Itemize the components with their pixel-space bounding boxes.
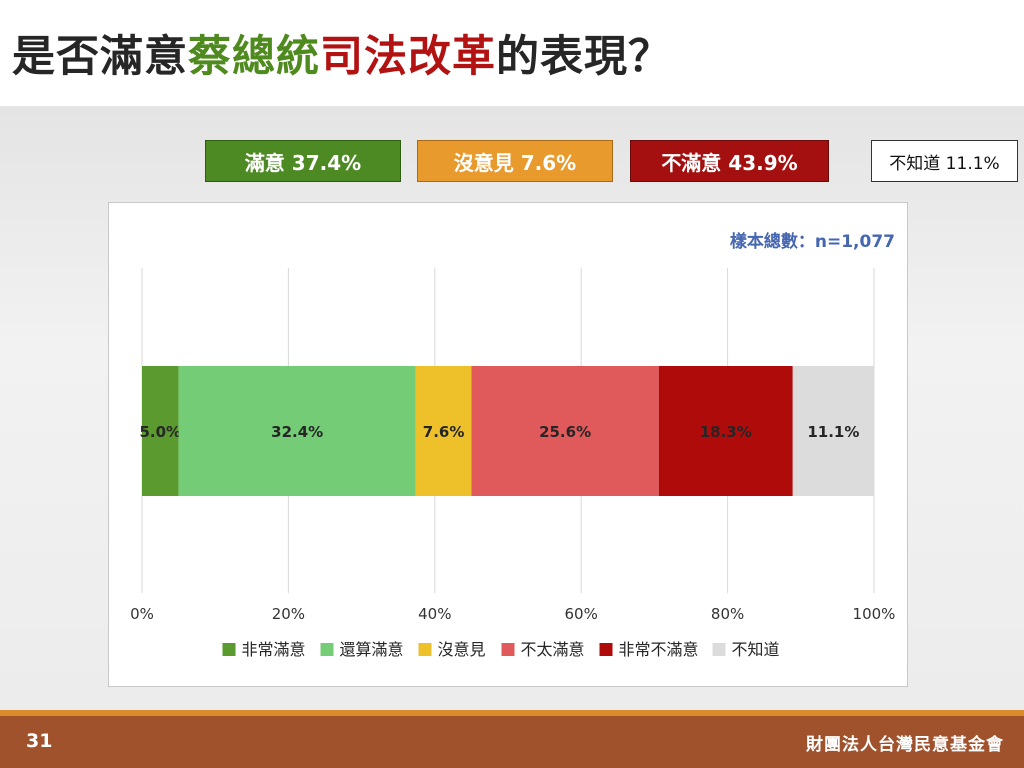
- page-title: 是否滿意蔡總統司法改革的表現？: [12, 22, 672, 82]
- x-tick-label: 60%: [565, 605, 598, 623]
- legend-swatch: [712, 643, 726, 656]
- x-tick-label: 40%: [418, 605, 451, 623]
- legend-swatch: [599, 643, 613, 656]
- title-part-1: 是否滿意: [12, 32, 188, 82]
- page-number: 31: [26, 730, 53, 752]
- chart-panel: 樣本總數：n=1,077 0% 20% 40% 60% 80% 100% 5.0% 32.4%…: [108, 202, 908, 687]
- legend-label: 還算滿意: [340, 640, 404, 659]
- legend-label: 沒意見: [438, 640, 486, 659]
- legend-label: 非常滿意: [242, 640, 306, 659]
- legend-swatch: [222, 643, 236, 656]
- summary-unknown-box: 不知道 11.1%: [871, 140, 1018, 182]
- legend-swatch: [320, 643, 334, 656]
- x-tick-label: 80%: [711, 605, 744, 623]
- title-part-2: 蔡總統: [188, 32, 320, 82]
- stacked-bar-chart: 0% 20% 40% 60% 80% 100% 5.0% 32.4% 7.6% 25.6% 18.3…: [130, 268, 896, 659]
- bar-segment: [792, 366, 874, 496]
- data-label: 32.4%: [271, 423, 323, 441]
- title-part-4: 的表現？: [496, 32, 672, 82]
- slide-content: 滿意 37.4% 沒意見 7.6% 不滿意 43.9% 不知道 11.1% 樣本…: [0, 106, 1024, 710]
- data-label: 11.1%: [807, 423, 859, 441]
- footer: 31 財團法人台灣民意基金會: [0, 716, 1024, 768]
- legend-label: 非常不滿意: [619, 640, 699, 659]
- legend-label: 不太滿意: [521, 640, 585, 659]
- summary-satisfied-box: 滿意 37.4%: [205, 140, 401, 182]
- data-label: 25.6%: [539, 423, 591, 441]
- sample-size-label: 樣本總數：n=1,077: [729, 232, 895, 252]
- data-label: 7.6%: [423, 423, 465, 441]
- data-label: 5.0%: [139, 423, 181, 441]
- footer-accent-line: [0, 710, 1024, 716]
- bar-segment: [178, 366, 416, 496]
- x-tick-label: 100%: [853, 605, 896, 623]
- legend-label: 不知道: [732, 640, 780, 659]
- bar-segment: [658, 366, 793, 496]
- bar-segment: [471, 366, 659, 496]
- bar-segment: [142, 366, 179, 496]
- legend-swatch: [418, 643, 432, 656]
- x-tick-label: 0%: [130, 605, 154, 623]
- summary-no-opinion-box: 沒意見 7.6%: [417, 140, 613, 182]
- organization-name: 財團法人台灣民意基金會: [806, 735, 1004, 755]
- legend-swatch: [501, 643, 515, 656]
- title-part-3: 司法改革: [320, 32, 496, 82]
- summary-dissatisfied-box: 不滿意 43.9%: [630, 140, 829, 182]
- bar-segment: [415, 366, 472, 496]
- data-label: 18.3%: [700, 423, 752, 441]
- x-tick-label: 20%: [272, 605, 305, 623]
